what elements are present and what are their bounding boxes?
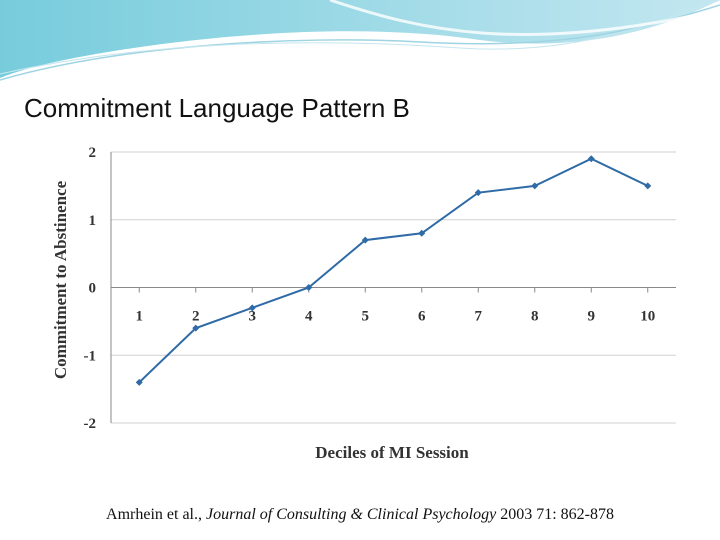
data-line [138, 157, 649, 384]
chart-title: Commitment Language Pattern B [24, 93, 410, 123]
x-tick-label: 7 [475, 309, 483, 325]
x-tick-label: 6 [418, 309, 426, 325]
x-tick-label: 4 [305, 309, 313, 325]
x-tick-label: 9 [588, 309, 596, 325]
data-point [474, 189, 482, 197]
source-authors: Amrhein et al., [106, 506, 202, 523]
y-tick-label: 2 [89, 145, 97, 161]
source-note: Amrhein et al., Journal of Consulting & … [106, 506, 614, 523]
data-point [192, 324, 200, 332]
data-point [587, 155, 595, 163]
data-point [531, 182, 539, 190]
header-decoration [0, 0, 720, 81]
x-axis-label: Deciles of MI Session [315, 443, 469, 462]
x-tick-label: 8 [531, 309, 539, 325]
y-axis-label: Commitment to Abstinence [51, 180, 70, 379]
data-point [418, 229, 426, 237]
x-tick-label: 3 [249, 309, 257, 325]
x-tick-label: 2 [192, 309, 200, 325]
x-tick-label: 5 [362, 309, 370, 325]
x-tick-label: 10 [640, 309, 655, 325]
data-point [361, 236, 369, 244]
y-tick-label: -1 [84, 348, 97, 364]
data-point [135, 378, 143, 386]
y-tick-label: 1 [89, 213, 97, 229]
data-point [248, 304, 256, 312]
x-tick-label: 1 [136, 309, 144, 325]
y-tick-label: -2 [84, 416, 97, 432]
source-citation: 2003 71: 862-878 [500, 506, 614, 523]
y-tick-label: 0 [89, 281, 97, 297]
data-point [644, 182, 652, 190]
data-point [305, 284, 313, 291]
source-journal: Journal of Consulting & Clinical Psychol… [206, 506, 497, 523]
